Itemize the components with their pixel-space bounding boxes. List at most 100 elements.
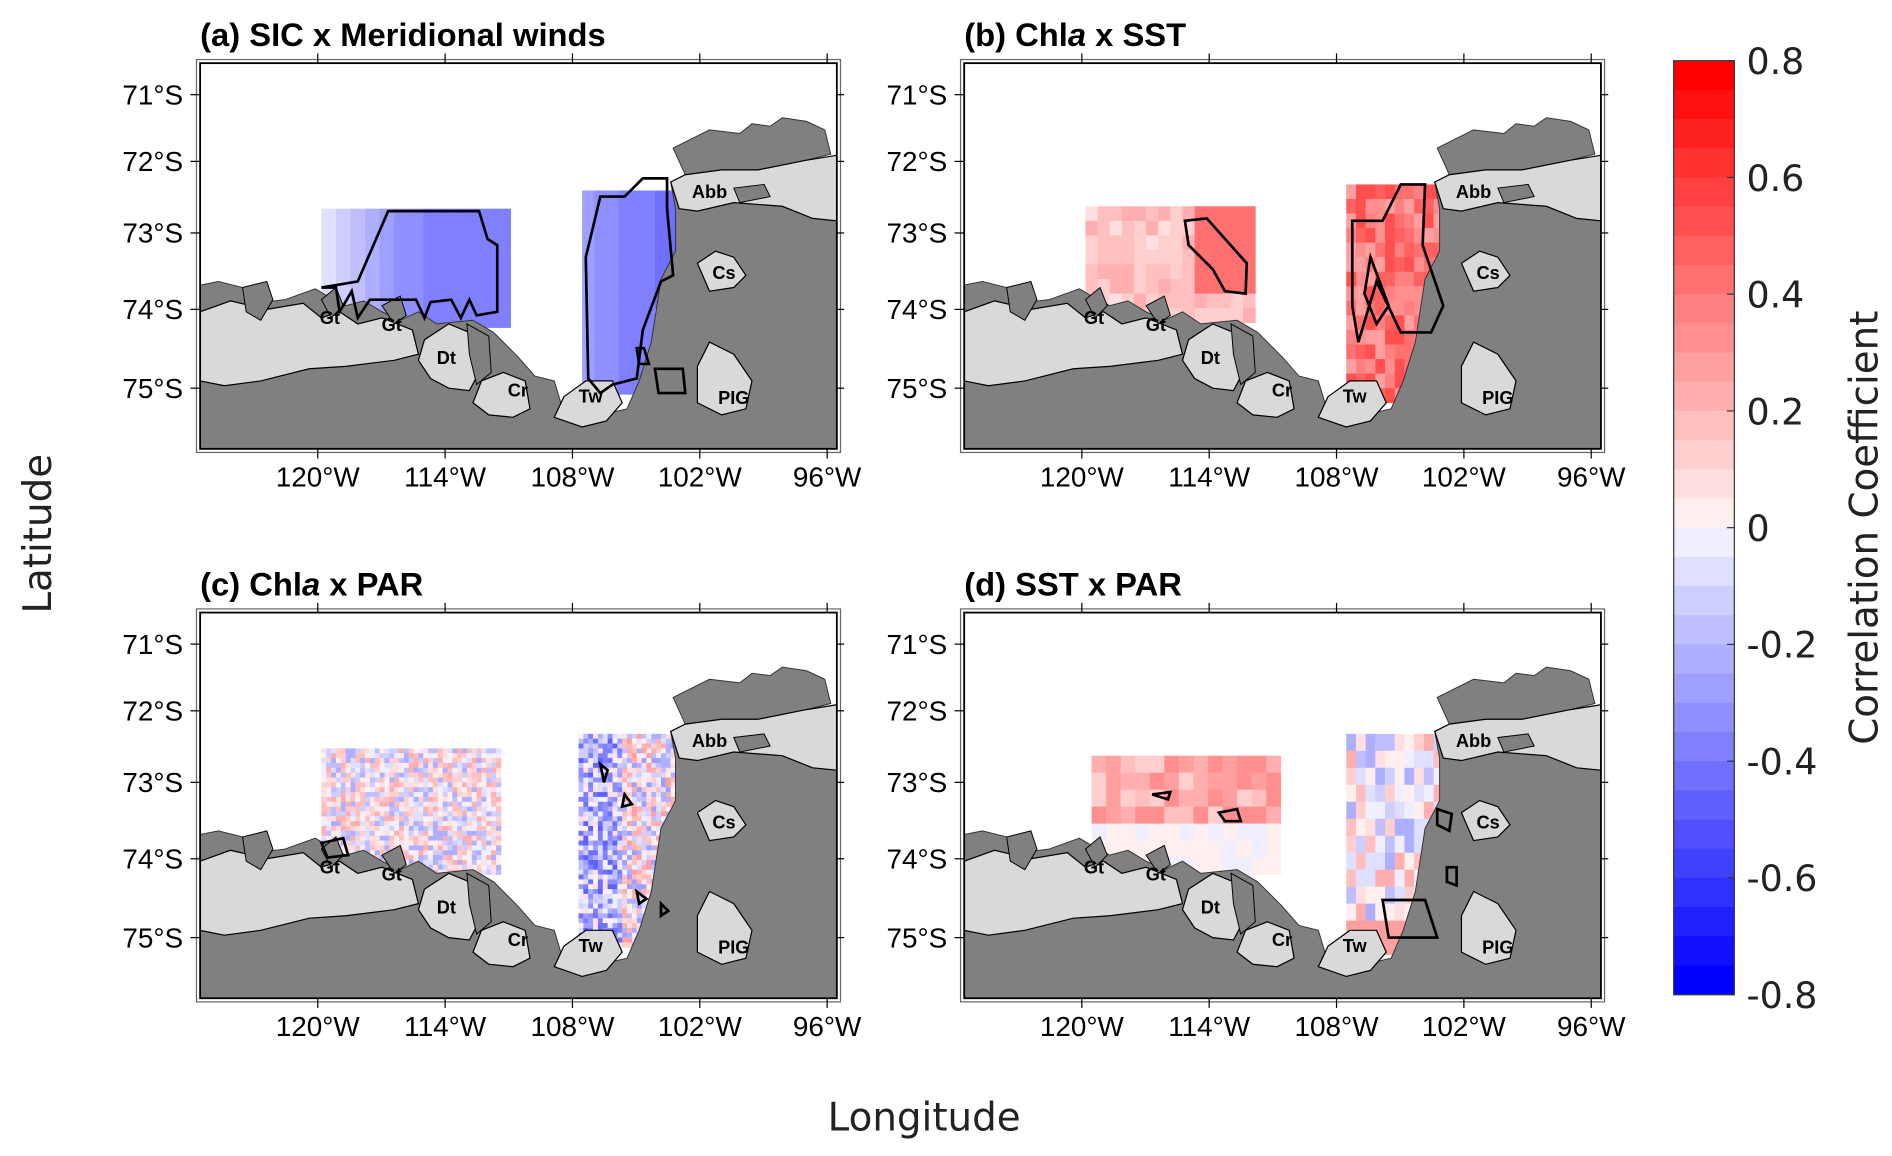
correlation-cell: [437, 830, 444, 837]
correlation-cell: [622, 903, 628, 909]
island: [1145, 844, 1171, 875]
correlation-cell: [462, 855, 468, 861]
correlation-cell: [486, 845, 492, 851]
correlation-cell: [617, 884, 623, 890]
correlation-cell: [481, 816, 487, 822]
significance-contour: [653, 367, 687, 395]
correlation-cell: [1414, 184, 1425, 200]
correlation-cell: [360, 806, 366, 812]
correlation-cell: [340, 816, 347, 822]
correlation-cell: [651, 821, 657, 827]
correlation-cell: [1206, 293, 1220, 309]
correlation-cell: [617, 782, 623, 788]
correlation-cell: [612, 801, 618, 807]
correlation-cell: [588, 826, 594, 832]
correlation-cell: [646, 855, 652, 861]
correlation-cell: [462, 796, 468, 803]
correlation-cell: [1365, 315, 1376, 331]
correlation-cell: [321, 762, 327, 769]
correlation-cell: [428, 864, 434, 871]
correlation-cell: [384, 777, 390, 783]
correlation-cell: [413, 850, 419, 856]
correlation-cell: [326, 762, 332, 769]
correlation-cell: [379, 792, 385, 798]
correlation-cell: [428, 748, 434, 754]
correlation-cell: [462, 787, 468, 793]
correlation-cell: [627, 893, 633, 900]
correlation-cell: [335, 811, 342, 817]
colorbar-step: [1673, 119, 1735, 149]
correlation-cell: [588, 884, 594, 890]
correlation-cell: [408, 758, 414, 764]
correlation-cell: [447, 801, 453, 807]
correlation-cell: [1218, 235, 1232, 251]
correlation-cell: [321, 767, 327, 774]
correlation-cell: [379, 758, 385, 764]
correlation-cell: [1243, 220, 1256, 236]
correlation-cell: [660, 772, 667, 778]
correlation-cell: [654, 224, 668, 242]
correlation-cell: [578, 859, 584, 866]
correlation-cell: [355, 758, 361, 764]
correlation-cell: [583, 753, 589, 759]
correlation-cell: [452, 758, 458, 764]
correlation-cell: [602, 792, 608, 798]
correlation-cell: [1355, 886, 1366, 905]
correlation-cell: [1394, 228, 1405, 244]
correlation-cell: [457, 801, 463, 807]
correlation-cell: [602, 893, 608, 900]
correlation-cell: [447, 748, 453, 754]
correlation-cell: [602, 816, 608, 822]
correlation-cell: [457, 859, 463, 866]
correlation-cell: [1385, 784, 1396, 803]
correlation-cell: [636, 913, 642, 919]
correlation-cell: [496, 792, 502, 798]
correlation-cell: [642, 224, 656, 242]
correlation-cell: [636, 918, 642, 924]
correlation-cell: [379, 816, 385, 822]
correlation-cell: [462, 840, 468, 846]
correlation-cell: [423, 830, 429, 837]
correlation-cell: [660, 796, 667, 803]
correlation-cell: [340, 826, 347, 832]
correlation-cell: [665, 762, 672, 769]
correlation-cell: [432, 816, 439, 822]
correlation-cell: [588, 753, 594, 759]
colorbar-step: [1673, 702, 1735, 733]
correlation-cell: [1206, 249, 1220, 265]
place-label: Tw: [579, 936, 604, 956]
correlation-cell: [1404, 329, 1415, 345]
correlation-cell: [670, 787, 676, 793]
correlation-cell: [578, 903, 584, 909]
correlation-cell: [423, 816, 429, 822]
correlation-cell: [437, 821, 444, 827]
correlation-cell: [631, 816, 638, 822]
correlation-cell: [627, 923, 633, 929]
correlation-cell: [1355, 852, 1366, 871]
correlation-cell: [1346, 852, 1357, 871]
correlation-cell: [627, 859, 633, 866]
correlation-cell: [607, 864, 613, 871]
ice-shelf: [199, 849, 420, 936]
correlation-cell: [389, 748, 395, 754]
correlation-cell: [466, 242, 482, 260]
lat-tick-label: 74°S: [886, 294, 947, 325]
correlation-cell: [403, 748, 410, 754]
correlation-cell: [481, 840, 487, 846]
significance-contour: [1216, 807, 1243, 823]
correlation-cell: [646, 889, 652, 895]
correlation-cell: [1135, 772, 1151, 791]
correlation-cell: [618, 258, 632, 276]
correlation-cell: [447, 762, 453, 769]
correlation-cell: [408, 782, 414, 788]
correlation-cell: [496, 869, 502, 875]
lat-tick-label: 74°S: [886, 843, 947, 874]
correlation-cell: [355, 826, 361, 832]
correlation-cell: [476, 762, 482, 769]
correlation-cell: [437, 758, 444, 764]
correlation-cell: [423, 835, 429, 841]
correlation-cell: [471, 821, 478, 827]
correlation-cell: [471, 855, 478, 861]
correlation-cell: [374, 821, 380, 827]
correlation-cell: [597, 782, 604, 788]
